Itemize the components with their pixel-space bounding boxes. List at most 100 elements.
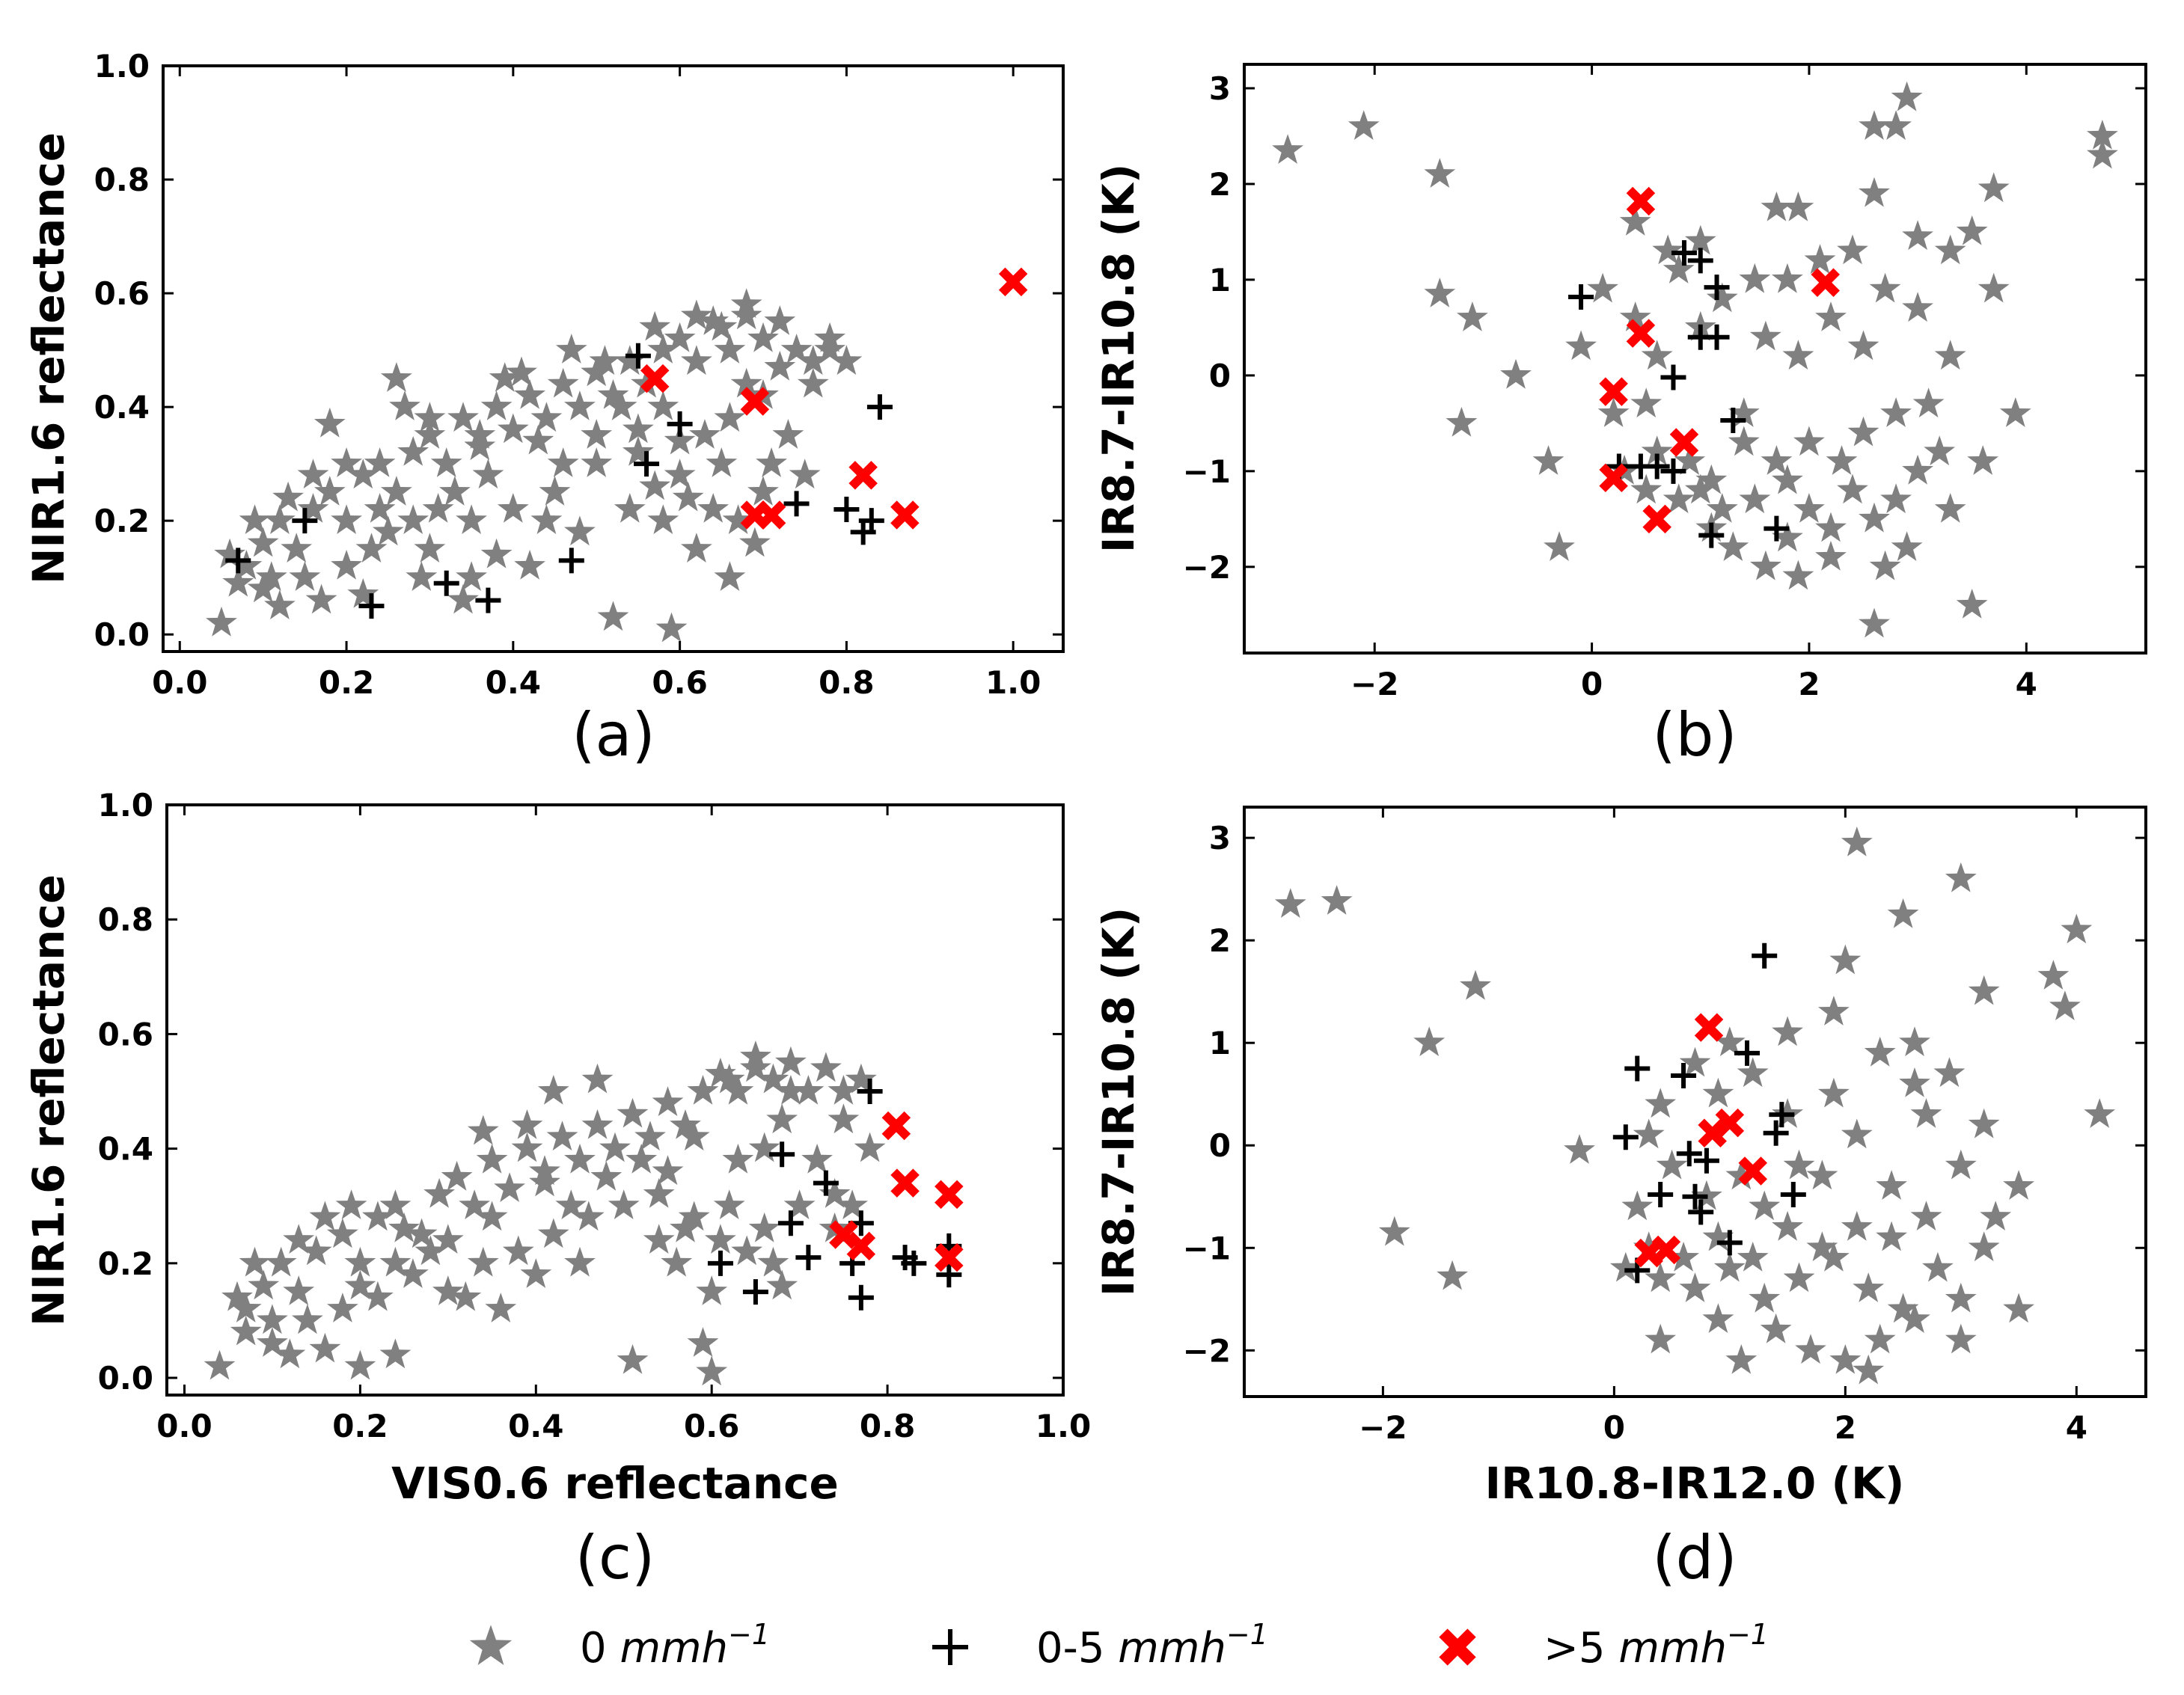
panel-a-point-star	[539, 476, 571, 506]
panel-c-point-star	[722, 1143, 754, 1174]
panel-c-points	[204, 1040, 964, 1386]
panel-a-point-star	[597, 601, 629, 631]
panel-a-point-star	[739, 527, 771, 557]
panel-b-point-star	[1956, 215, 1988, 245]
panel-b-point-plus	[1698, 522, 1725, 548]
panel-b-point-plus	[1644, 453, 1670, 479]
panel-c-point-star	[379, 1338, 412, 1369]
panel-d-point-star	[1737, 1242, 1769, 1272]
panel-c-point-star	[766, 1269, 798, 1300]
panel-c-point-star	[344, 1349, 376, 1380]
panel-c-point-star	[581, 1063, 614, 1094]
panel-d-point-plus	[1763, 1120, 1789, 1146]
panel-d-point-plus	[1780, 1182, 1806, 1208]
panel-c-ytick-label: 0.8	[98, 901, 153, 938]
panel-a-point-plus	[783, 491, 810, 517]
panel-b-ytick-label: 0	[1209, 358, 1231, 394]
panel-a-ytick-label: 0.6	[94, 275, 150, 312]
panel-b-point-x	[1599, 463, 1628, 493]
panel-c-point-plus	[857, 1079, 883, 1105]
panel-b-point-x	[1811, 268, 1840, 298]
panel-c-point-star	[476, 1143, 508, 1174]
panel-a-point-star	[297, 459, 329, 489]
panel-b-point-star	[1815, 512, 1847, 542]
panel-c-xticks: 0.0 0.2 0.4 0.6 0.8 1.0	[156, 805, 1091, 1444]
panel-d-point-plus	[1648, 1182, 1674, 1208]
legend-x-marker	[1439, 1628, 1476, 1666]
panel-c-ytick-label: 0.4	[98, 1131, 153, 1168]
panel-b-point-star	[1891, 531, 1923, 561]
panel-a-xtick-label: 0.4	[486, 664, 541, 701]
panel-a-point-star	[655, 612, 688, 643]
panel-d-yticks: −2 −1 0 1 2 3	[1183, 820, 2146, 1369]
panel-c-point-star	[494, 1172, 525, 1202]
panel-b-yticks: −2 −1 0 1 2 3	[1183, 70, 2146, 586]
panel-c-point-star	[388, 1212, 420, 1242]
panel-b-point-star	[1859, 177, 1890, 207]
panel-b-point-star	[1826, 445, 1858, 475]
panel-a-point-star	[389, 390, 420, 420]
panel-c-point-star	[652, 1155, 684, 1186]
panel-b-point-plus	[1568, 283, 1594, 310]
panel-b-xtick-label: 0	[1581, 666, 1603, 702]
panel-d-point-star	[1437, 1260, 1468, 1290]
panel-d-point-star	[1749, 1282, 1781, 1313]
panel-a-point-star	[206, 607, 237, 637]
panel-b-point-star	[1348, 110, 1380, 140]
panel-b-point-star	[1793, 493, 1825, 523]
panel-a-point-plus	[358, 593, 385, 619]
panel-d-point-star	[2003, 1170, 2034, 1200]
panel-c-ylabel: NIR1.6 reflectance	[23, 874, 74, 1326]
panel-c-point-plus	[707, 1250, 733, 1276]
panel-c-point-star	[801, 1143, 833, 1174]
panel-d-point-star	[1564, 1134, 1595, 1164]
panel-a-xtick-label: 0.6	[652, 664, 707, 701]
panel-c-point-star	[230, 1315, 262, 1346]
panel-a-point-star	[239, 504, 271, 534]
panel-d-point-plus	[1769, 1102, 1795, 1128]
panel-d-point-x	[1651, 1235, 1681, 1265]
panel-d-point-star	[1910, 1098, 1942, 1128]
panel-b-point-star	[1630, 387, 1663, 418]
panel-a-point-star	[623, 435, 654, 466]
panel-d-axes-frame	[1243, 806, 2147, 1398]
panel-c-point-x	[935, 1242, 964, 1272]
panel-a-point-star	[772, 419, 804, 449]
panel-b-point-star	[1500, 358, 1532, 389]
panel-c-ytick-label: 0.2	[98, 1245, 153, 1282]
panel-a-point-star	[381, 476, 412, 506]
panel-d-point-star	[1887, 898, 1919, 928]
panel-a-point-star	[547, 367, 579, 398]
panel-b-point-star	[1424, 278, 1456, 307]
panel-a-point-x	[640, 364, 670, 393]
panel-a-point-star	[564, 390, 596, 420]
panel-a-points	[206, 267, 1028, 643]
panel-d-point-star	[1795, 1334, 1826, 1364]
panel-d-point-star	[1806, 1159, 1838, 1190]
panel-b-point-plus	[1671, 240, 1697, 266]
panel-d-point-star	[1679, 1272, 1711, 1302]
legend: 0 mmh−1 0-5 mmh−1 >5 mmh−1	[469, 1618, 1769, 1673]
panel-c-point-star	[546, 1121, 578, 1151]
panel-d-point-plus	[1752, 942, 1778, 969]
panel-b-ytick-label: 1	[1209, 262, 1231, 298]
panel-a-point-plus	[433, 570, 459, 596]
panel-a-point-star	[313, 407, 346, 438]
panel-b-point-plus	[1764, 515, 1790, 542]
panel-b-point-star	[1663, 254, 1695, 283]
panel-b-label: (b)	[1652, 700, 1737, 770]
panel-d-point-star	[1645, 1088, 1677, 1118]
panel-a-point-star	[347, 578, 379, 608]
panel-c-point-plus	[813, 1170, 839, 1196]
panel-c-point-plus	[936, 1262, 962, 1288]
panel-b-xtick-label: −2	[1351, 666, 1398, 702]
panel-b-point-star	[1880, 483, 1912, 514]
panel-a-point-star	[581, 447, 613, 477]
panel-c-point-star	[511, 1132, 543, 1162]
panel-d-point-star	[1413, 1026, 1446, 1056]
panel-a-point-star	[714, 561, 746, 591]
panel-d-point-star	[1378, 1216, 1410, 1246]
panel-a-point-plus	[558, 548, 584, 574]
panel-d-point-star	[1853, 1354, 1885, 1385]
panel-a-point-star	[647, 504, 679, 534]
